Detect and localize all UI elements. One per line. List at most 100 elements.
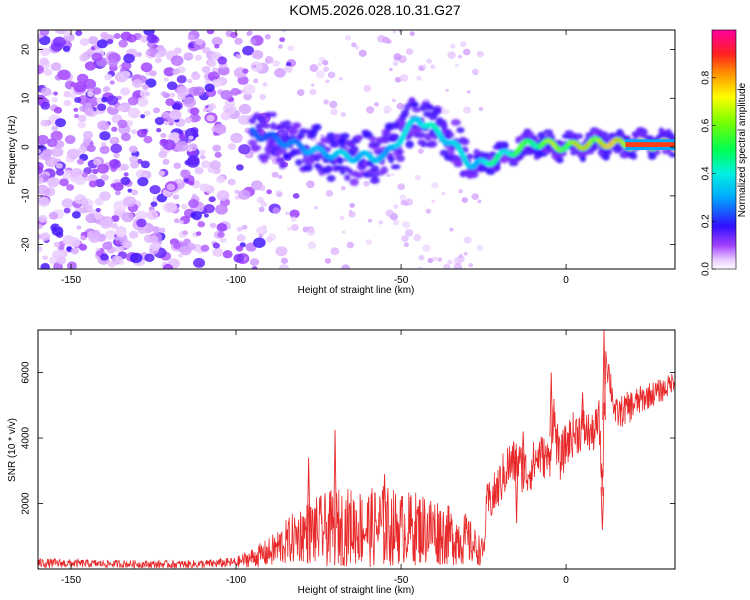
noise-blob (50, 62, 62, 72)
noise-blob (262, 82, 268, 87)
noise-blob (73, 107, 79, 112)
colorbar-gradient (711, 29, 737, 270)
noise-blob (236, 234, 246, 242)
noise-blob (85, 176, 91, 182)
ridge-halo (326, 132, 336, 140)
noise-blob (56, 256, 67, 265)
noise-blob (170, 55, 184, 66)
noise-blob (341, 230, 346, 234)
noise-blob (66, 148, 80, 160)
noise-blob (340, 185, 346, 191)
spectrogram-x-tick-label: 0 (563, 275, 569, 286)
noise-blob (97, 103, 107, 112)
noise-blob (427, 258, 434, 264)
spectrogram-x-tick-label: -100 (226, 275, 246, 286)
noise-blob (249, 258, 260, 266)
spectrogram-y-tick-label: 20 (21, 44, 32, 56)
noise-blob (346, 241, 355, 249)
noise-blob (128, 145, 138, 153)
ridge-halo (333, 133, 343, 140)
noise-blob (432, 256, 438, 262)
noise-blob (53, 241, 60, 247)
noise-blob (238, 189, 251, 200)
noise-blob (94, 178, 105, 188)
noise-blob (38, 166, 44, 175)
noise-blob (172, 102, 182, 111)
noise-blob (140, 35, 150, 43)
noise-blob (458, 188, 463, 194)
noise-blob (143, 135, 153, 144)
noise-blob (405, 48, 414, 56)
noise-blob (213, 123, 227, 134)
noise-blob (212, 247, 224, 257)
ridge-halo (370, 177, 380, 184)
noise-blob (330, 108, 338, 116)
ridge-halo (387, 155, 395, 164)
snr-spike (521, 431, 525, 470)
noise-blob (322, 59, 329, 66)
noise-blob (345, 34, 352, 41)
noise-blob (111, 126, 118, 132)
noise-blob (129, 252, 143, 264)
noise-blob (166, 81, 178, 91)
snr-ticks: -150 -100 -50 0 2000 4000 6000 (21, 330, 675, 586)
noise-blob (88, 180, 98, 188)
noise-blob (162, 158, 170, 165)
noise-blob (447, 51, 456, 60)
noise-blob (393, 53, 402, 61)
noise-blob (93, 158, 102, 166)
ridge-halo (366, 160, 374, 167)
ridge-halo (604, 148, 612, 156)
noise-blob (227, 143, 237, 151)
noise-blob (127, 107, 141, 119)
ridge-halo (499, 141, 509, 150)
noise-blob (63, 99, 72, 107)
noise-blob (38, 245, 43, 253)
ridge-halo (398, 120, 407, 127)
noise-blob (215, 204, 228, 215)
ridge-halo (424, 133, 432, 141)
noise-blob (442, 108, 450, 115)
ridge-halo (390, 164, 401, 170)
snr-x-tick-label: -100 (226, 575, 246, 586)
noise-blob (100, 218, 113, 230)
noise-blob (110, 136, 116, 142)
noise-blob (154, 57, 162, 64)
noise-blob (66, 246, 73, 252)
ridge-halo (368, 135, 377, 143)
noise-blob (99, 191, 111, 201)
ridge-halo (411, 107, 422, 113)
ridge-halo (494, 164, 501, 171)
noise-blob (165, 202, 178, 213)
ridge-halo (426, 104, 435, 111)
noise-blob (120, 132, 131, 142)
noise-blob (243, 93, 253, 101)
ridge-halo (370, 165, 380, 173)
noise-blob (187, 34, 196, 41)
noise-blob (152, 107, 161, 114)
noise-blob (163, 67, 175, 77)
colorbar-tick-label: 0.6 (701, 118, 712, 132)
ridge-halo (591, 145, 598, 152)
noise-blob (292, 193, 300, 199)
ridge-halo (291, 122, 302, 129)
noise-blob (101, 96, 108, 103)
noise-blob (106, 38, 114, 45)
noise-blob (99, 131, 111, 141)
noise-blob (140, 62, 153, 73)
noise-blob (82, 136, 92, 144)
noise-blob (74, 114, 80, 119)
noise-blob (320, 133, 324, 137)
noise-blob (189, 107, 200, 116)
noise-blob (242, 84, 256, 95)
noise-blob (222, 250, 233, 259)
noise-blob (176, 75, 187, 84)
noise-blob (107, 260, 117, 268)
noise-blob (209, 222, 217, 229)
noise-blob (40, 232, 51, 242)
noise-blob (160, 132, 167, 139)
noise-blob (454, 63, 460, 68)
ridge-halo (460, 138, 470, 146)
ridge-halo (431, 134, 439, 140)
spectrogram-x-label: Height of straight line (km) (298, 285, 415, 296)
